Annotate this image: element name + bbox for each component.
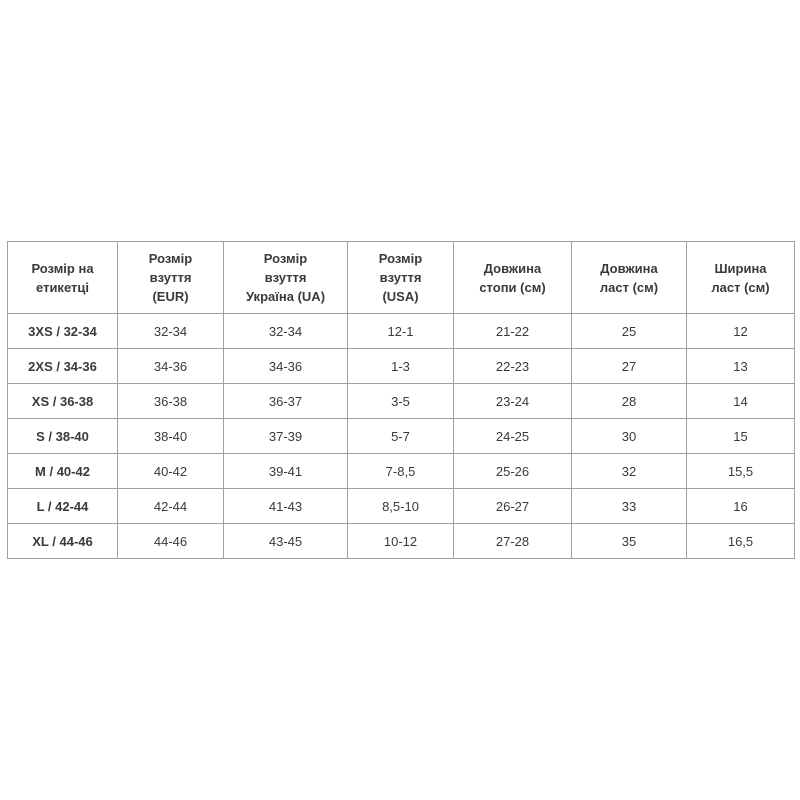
column-header-line: стопи (см) bbox=[479, 279, 546, 295]
table-cell: 14 bbox=[686, 383, 795, 419]
table-row: 2XS / 34-36 34-36 34-36 1-3 22-23 27 13 bbox=[7, 348, 795, 384]
size-label-cell: XL / 44-46 bbox=[7, 523, 118, 559]
table-cell: 38-40 bbox=[117, 418, 224, 454]
column-header: Довжина стопи (см) bbox=[453, 241, 572, 314]
table-cell: 5-7 bbox=[347, 418, 454, 454]
table-cell: 34-36 bbox=[117, 348, 224, 384]
table-cell: 16 bbox=[686, 488, 795, 524]
table-cell: 15,5 bbox=[686, 453, 795, 489]
table-cell: 1-3 bbox=[347, 348, 454, 384]
table-cell: 13 bbox=[686, 348, 795, 384]
column-header-line: етикетці bbox=[36, 279, 89, 295]
table-cell: 8,5-10 bbox=[347, 488, 454, 524]
column-header-line: взуття bbox=[149, 270, 192, 285]
table-row: L / 42-44 42-44 41-43 8,5-10 26-27 33 16 bbox=[7, 488, 795, 524]
column-header-line: Ширина bbox=[714, 260, 767, 276]
column-header-line: Розмір bbox=[263, 251, 308, 266]
table-cell: 12-1 bbox=[347, 313, 454, 349]
table-cell: 32-34 bbox=[223, 313, 348, 349]
column-header: Розмір взуття Україна (UA) bbox=[223, 241, 348, 314]
table-cell: 26-27 bbox=[453, 488, 572, 524]
table-cell: 22-23 bbox=[453, 348, 572, 384]
column-header: Ширина ласт (см) bbox=[686, 241, 795, 314]
table-row: XL / 44-46 44-46 43-45 10-12 27-28 35 16,5 bbox=[7, 523, 795, 559]
column-header: Довжина ласт (см) bbox=[571, 241, 687, 314]
table-cell: 30 bbox=[571, 418, 687, 454]
table-row: XS / 36-38 36-38 36-37 3-5 23-24 28 14 bbox=[7, 383, 795, 419]
table-cell: 43-45 bbox=[223, 523, 348, 559]
column-header-line: Довжина bbox=[600, 260, 658, 276]
table-cell: 25-26 bbox=[453, 453, 572, 489]
table-cell: 32 bbox=[571, 453, 687, 489]
size-chart-table: Розмір на етикетці Розмір взуття (EUR) Розмір… bbox=[7, 241, 795, 559]
size-label-cell: 3XS / 32-34 bbox=[7, 313, 118, 349]
table-cell: 33 bbox=[571, 488, 687, 524]
column-header: Розмір взуття (EUR) bbox=[117, 241, 224, 314]
table-cell: 37-39 bbox=[223, 418, 348, 454]
column-header: Розмір взуття (USA) bbox=[347, 241, 454, 314]
table-cell: 25 bbox=[571, 313, 687, 349]
table-cell: 27 bbox=[571, 348, 687, 384]
table-cell: 12 bbox=[686, 313, 795, 349]
size-label-cell: L / 42-44 bbox=[7, 488, 118, 524]
column-header-line: ласт (см) bbox=[711, 279, 770, 295]
table-cell: 36-38 bbox=[117, 383, 224, 419]
table-cell: 39-41 bbox=[223, 453, 348, 489]
table-cell: 28 bbox=[571, 383, 687, 419]
table-cell: 35 bbox=[571, 523, 687, 559]
table-cell: 27-28 bbox=[453, 523, 572, 559]
table-cell: 42-44 bbox=[117, 488, 224, 524]
column-header-line: ласт (см) bbox=[599, 279, 659, 295]
column-header-line: (EUR) bbox=[152, 289, 189, 304]
column-header-line: взуття bbox=[264, 270, 307, 285]
column-header-line: Розмір на bbox=[31, 260, 94, 276]
column-header: Розмір на етикетці bbox=[7, 241, 118, 314]
column-header-line: Розмір bbox=[148, 251, 193, 266]
table-cell: 44-46 bbox=[117, 523, 224, 559]
table-cell: 10-12 bbox=[347, 523, 454, 559]
table-cell: 15 bbox=[686, 418, 795, 454]
size-label-cell: S / 38-40 bbox=[7, 418, 118, 454]
header-row: Розмір на етикетці Розмір взуття (EUR) Розмір… bbox=[7, 241, 795, 314]
size-label-cell: XS / 36-38 bbox=[7, 383, 118, 419]
table-cell: 36-37 bbox=[223, 383, 348, 419]
column-header-line: Україна (UA) bbox=[245, 289, 326, 304]
column-header-line: Розмір bbox=[378, 251, 423, 266]
table-cell: 7-8,5 bbox=[347, 453, 454, 489]
table-cell: 40-42 bbox=[117, 453, 224, 489]
column-header-line: взуття bbox=[379, 270, 422, 285]
column-header-line: (USA) bbox=[382, 289, 419, 304]
table-cell: 21-22 bbox=[453, 313, 572, 349]
table-row: 3XS / 32-34 32-34 32-34 12-1 21-22 25 12 bbox=[7, 313, 795, 349]
table-cell: 32-34 bbox=[117, 313, 224, 349]
table-cell: 24-25 bbox=[453, 418, 572, 454]
size-label-cell: M / 40-42 bbox=[7, 453, 118, 489]
size-label-cell: 2XS / 34-36 bbox=[7, 348, 118, 384]
column-header-line: Довжина bbox=[483, 260, 542, 276]
table-cell: 34-36 bbox=[223, 348, 348, 384]
table-cell: 41-43 bbox=[223, 488, 348, 524]
table-row: M / 40-42 40-42 39-41 7-8,5 25-26 32 15,5 bbox=[7, 453, 795, 489]
table-cell: 3-5 bbox=[347, 383, 454, 419]
table-cell: 16,5 bbox=[686, 523, 795, 559]
table-row: S / 38-40 38-40 37-39 5-7 24-25 30 15 bbox=[7, 418, 795, 454]
table-cell: 23-24 bbox=[453, 383, 572, 419]
